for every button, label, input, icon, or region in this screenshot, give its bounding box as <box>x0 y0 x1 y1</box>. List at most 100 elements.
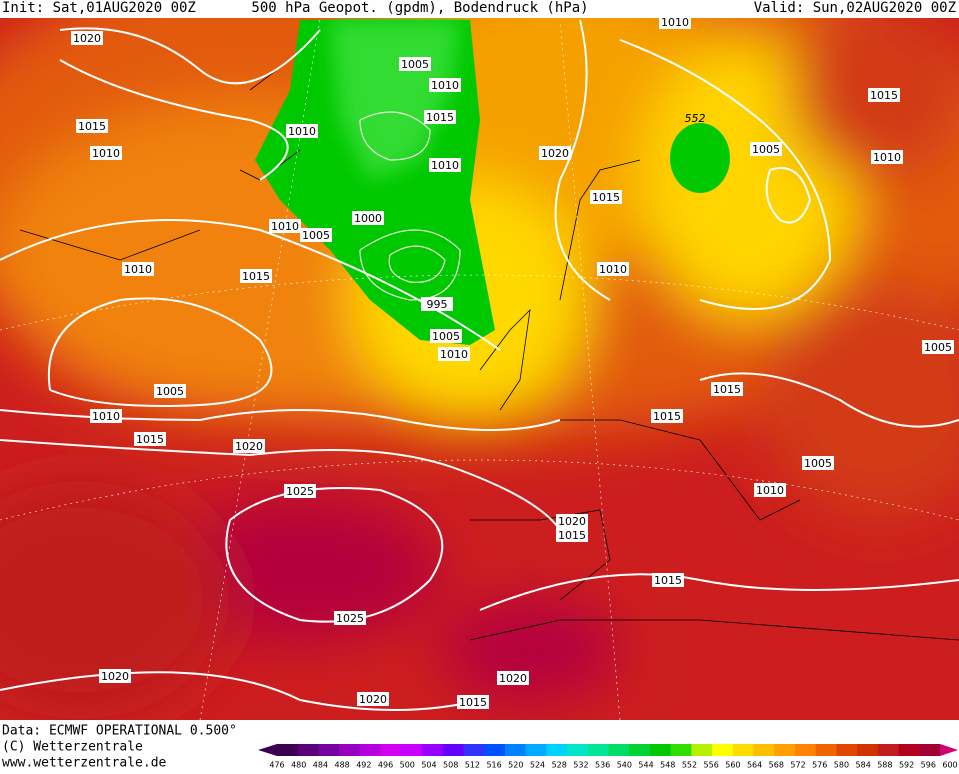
colorbar-band <box>670 744 692 756</box>
colorbar-label: 580 <box>834 761 849 770</box>
label-box <box>802 456 834 470</box>
colorbar-band <box>919 744 941 756</box>
colorbar-band <box>277 744 299 756</box>
colorbar-label: 540 <box>617 761 632 770</box>
colorbar-arrow-right <box>940 744 958 756</box>
isobar-label: 1020 <box>558 515 586 528</box>
colorbar-band <box>794 744 817 756</box>
label-box <box>154 384 186 398</box>
colorbar-label: 476 <box>269 761 284 770</box>
colorbar-band <box>422 744 444 756</box>
colorbar-band <box>836 744 858 756</box>
label-box <box>457 695 489 709</box>
label-box <box>284 484 316 498</box>
colorbar-label: 508 <box>443 761 458 770</box>
isobar-label: 1015 <box>136 433 164 446</box>
colorbar-band <box>297 744 319 756</box>
isobar-label: 1000 <box>354 212 382 225</box>
colorbar-label: 584 <box>856 761 871 770</box>
isobar-label: 1005 <box>804 457 832 470</box>
colorbar-band <box>525 744 547 756</box>
label-box <box>71 31 103 45</box>
colorbar-band <box>732 744 755 756</box>
colorbar-band <box>463 744 485 756</box>
isobar-label: 1005 <box>752 143 780 156</box>
colorbar-label: 516 <box>486 761 501 770</box>
isobar-label: 1010 <box>92 147 120 160</box>
label-box <box>429 158 461 172</box>
isobar-label: 1025 <box>286 485 314 498</box>
isobar-label: 1005 <box>156 385 184 398</box>
colorbar-band <box>898 744 920 756</box>
valid-time: Valid: Sun,02AUG2020 00Z <box>754 0 956 16</box>
label-box <box>659 18 691 29</box>
colorbar-label: 492 <box>356 761 371 770</box>
colorbar-label: 556 <box>704 761 719 770</box>
map-title: 500 hPa Geopot. (gpdm), Bodendruck (hPa) <box>251 0 588 16</box>
label-box <box>300 228 332 242</box>
colorbar-label: 544 <box>638 761 653 770</box>
label-box <box>90 146 122 160</box>
isobar-label: 1005 <box>432 330 460 343</box>
isobar-label: 1020 <box>359 693 387 706</box>
website: www.wetterzentrale.de <box>2 756 167 771</box>
colorbar-band <box>546 744 568 756</box>
label-box <box>269 219 301 233</box>
colorbar-label: 572 <box>790 761 805 770</box>
isobar-label: 1020 <box>73 32 101 45</box>
colorbar-label: 600 <box>942 761 957 770</box>
colorbar-band <box>359 744 382 756</box>
label-box <box>556 514 588 528</box>
label-box <box>399 57 431 71</box>
label-box <box>438 347 470 361</box>
label-box <box>922 340 954 354</box>
isobar-label: 1010 <box>431 159 459 172</box>
colorbar-band <box>877 744 900 756</box>
label-box <box>590 190 622 204</box>
colorbar-label: 588 <box>877 761 892 770</box>
isobar-label: 1015 <box>653 410 681 423</box>
label-box <box>711 382 743 396</box>
colorbar-arrow-left <box>258 744 277 756</box>
isobar-label: 1020 <box>541 147 569 160</box>
colorbar-band <box>774 744 796 756</box>
colorbar-band <box>629 744 651 756</box>
colorbar-band <box>567 744 589 756</box>
colorbar-label: 504 <box>421 761 436 770</box>
colorbar-label: 536 <box>595 761 610 770</box>
colorbar: 476 480 484 488 492 496 500 504 508 512 516 520 524 5… <box>258 744 958 770</box>
isobar-label: 1010 <box>271 220 299 233</box>
label-box <box>652 573 684 587</box>
label-box <box>597 262 629 276</box>
colorbar-band <box>401 744 423 756</box>
isobar-label: 1015 <box>459 696 487 709</box>
label-box <box>122 262 154 276</box>
isobar-label: 1015 <box>78 120 106 133</box>
label-box <box>334 611 366 625</box>
isobar-label: 1015 <box>242 270 270 283</box>
label-box <box>430 329 462 343</box>
isobar-label: 1010 <box>288 125 316 138</box>
label-box <box>357 692 389 706</box>
isobar-label: 1010 <box>431 79 459 92</box>
colorbar-label: 596 <box>921 761 936 770</box>
colorbar-band <box>318 744 340 756</box>
colorbar-band <box>339 744 361 756</box>
colorbar-label: 564 <box>747 761 762 770</box>
label-box <box>754 483 786 497</box>
colorbar-band <box>587 744 609 756</box>
isobar-label: 552 <box>685 112 706 125</box>
isobar-label: 1015 <box>426 111 454 124</box>
isobar-label: 1015 <box>592 191 620 204</box>
label-box <box>424 110 456 124</box>
colorbar-label: 496 <box>378 761 393 770</box>
isobar-label: 1010 <box>599 263 627 276</box>
colorbar-label: 520 <box>508 761 523 770</box>
colorbar-label: 488 <box>334 761 349 770</box>
colorbar-label: 576 <box>812 761 827 770</box>
isobar-label: 1010 <box>440 348 468 361</box>
colorbar-label: 548 <box>660 761 675 770</box>
label-box <box>76 119 108 133</box>
label-box <box>134 432 166 446</box>
